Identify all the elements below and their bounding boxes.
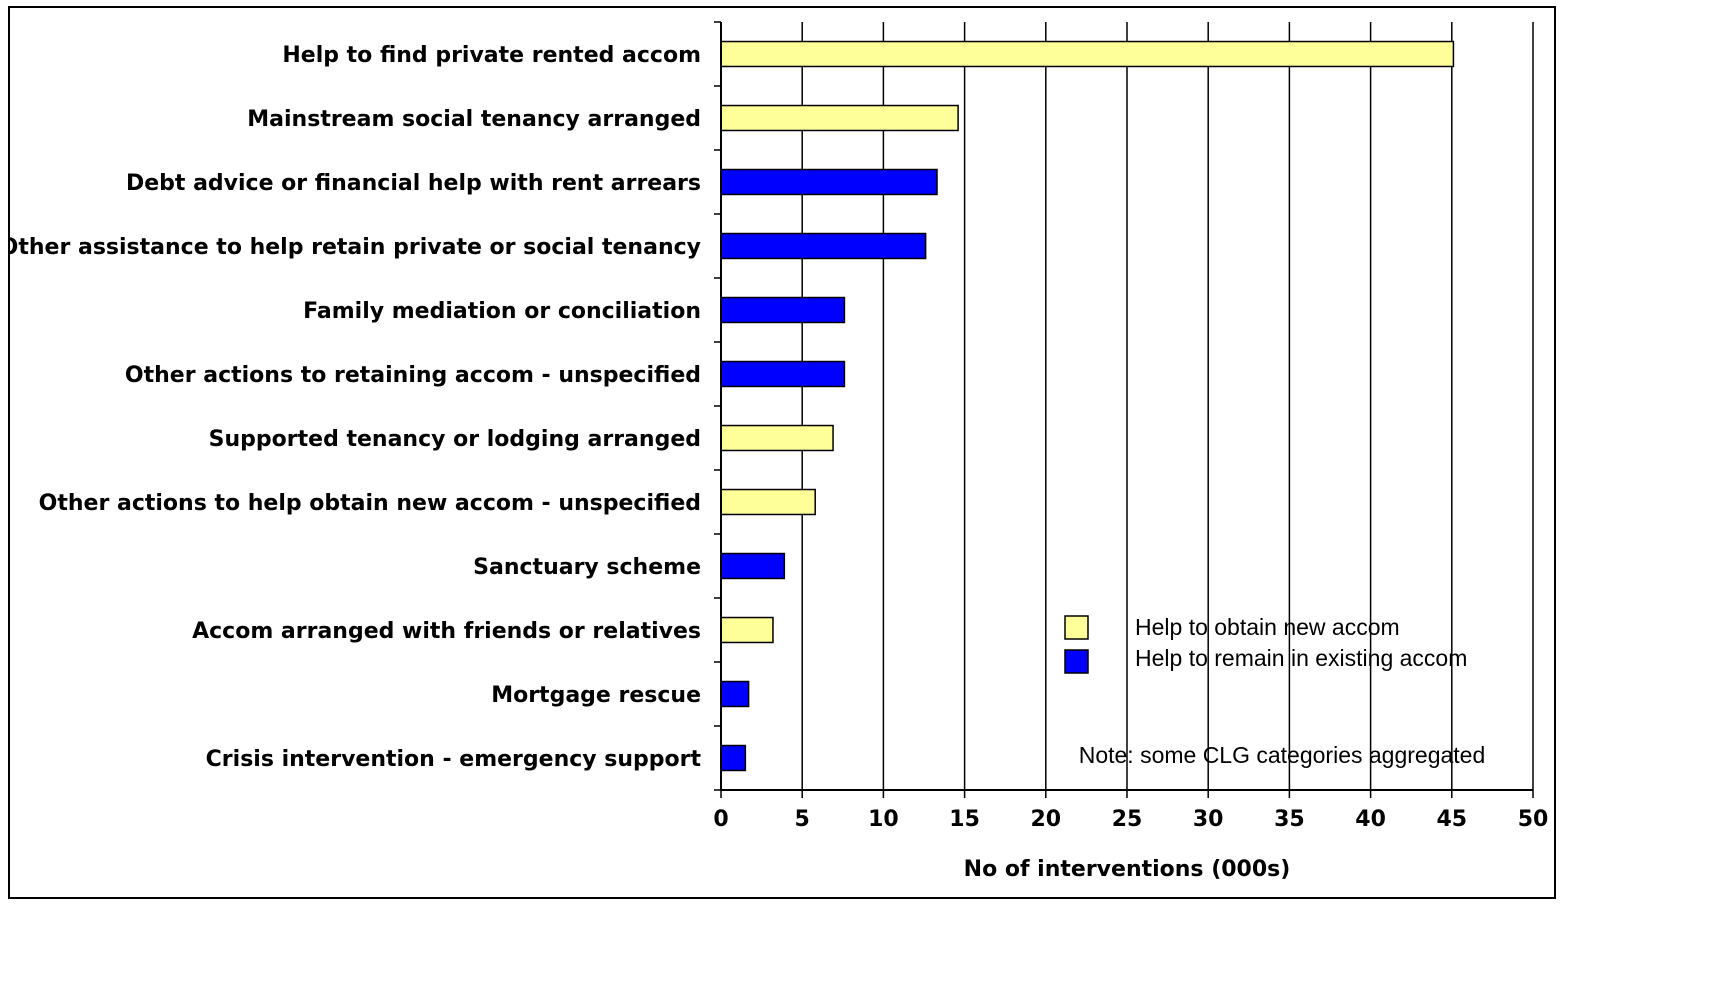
category-label-3: Debt advice or financial help with rent …: [126, 171, 701, 196]
x-tick-label-10: 10: [868, 807, 899, 832]
chart-note: Note: some CLG categories aggregated: [1079, 742, 1486, 768]
bar-5: [720, 296, 846, 324]
x-tick-label-45: 45: [1436, 807, 1467, 832]
category-label-2: Mainstream social tenancy arranged: [247, 107, 701, 132]
bar-chart: Help to find private rented accom Mainstr…: [10, 21, 1548, 882]
bar-10: [720, 616, 774, 644]
category-label-8: Other actions to help obtain new accom -…: [39, 491, 701, 516]
bar-12: [720, 744, 747, 772]
x-tick-labels: 0 5 10 15 20 25 30 35 40 45 50: [713, 807, 1548, 832]
x-axis-title: No of interventions (000s): [964, 857, 1291, 882]
x-tick-label-0: 0: [713, 807, 728, 832]
x-tick-label-25: 25: [1112, 807, 1143, 832]
category-label-11: Mortgage rescue: [491, 683, 701, 708]
legend-swatch-new-accom: [1064, 615, 1089, 640]
category-label-7: Supported tenancy or lodging arranged: [209, 427, 701, 452]
x-tick-label-40: 40: [1355, 807, 1386, 832]
bar-2: [720, 104, 959, 132]
category-labels: Help to find private rented accom Mainstr…: [10, 43, 701, 772]
x-tick-label-50: 50: [1518, 807, 1549, 832]
bar-6: [720, 360, 846, 388]
x-tick-label-30: 30: [1193, 807, 1224, 832]
legend: Help to obtain new accom Help to remain …: [1064, 614, 1467, 674]
category-label-12: Crisis intervention - emergency support: [206, 747, 702, 772]
bar-1: [720, 40, 1455, 68]
bar-7: [720, 424, 834, 452]
bar-8: [720, 488, 816, 516]
bars: [720, 40, 1455, 772]
x-tick-label-15: 15: [949, 807, 980, 832]
x-tick-label-35: 35: [1274, 807, 1305, 832]
category-label-5: Family mediation or conciliation: [303, 299, 701, 324]
legend-swatch-existing-accom: [1064, 649, 1089, 674]
bar-4: [720, 232, 927, 260]
legend-label-new-accom: Help to obtain new accom: [1135, 614, 1400, 640]
x-tick-label-20: 20: [1030, 807, 1061, 832]
bar-9: [720, 552, 786, 580]
axes: [714, 21, 1534, 798]
category-label-10: Accom arranged with friends or relatives: [192, 619, 701, 644]
category-label-4: Other assistance to help retain private …: [10, 235, 701, 260]
bar-11: [720, 680, 750, 708]
bar-3: [720, 168, 938, 196]
gridlines: [801, 22, 1534, 790]
chart-frame: Help to find private rented accom Mainstr…: [8, 6, 1556, 899]
x-tick-label-5: 5: [795, 807, 810, 832]
legend-label-existing-accom: Help to remain in existing accom: [1135, 645, 1467, 671]
category-label-6: Other actions to retaining accom - unspe…: [125, 363, 701, 388]
category-label-1: Help to find private rented accom: [282, 43, 701, 68]
category-label-9: Sanctuary scheme: [473, 555, 701, 580]
